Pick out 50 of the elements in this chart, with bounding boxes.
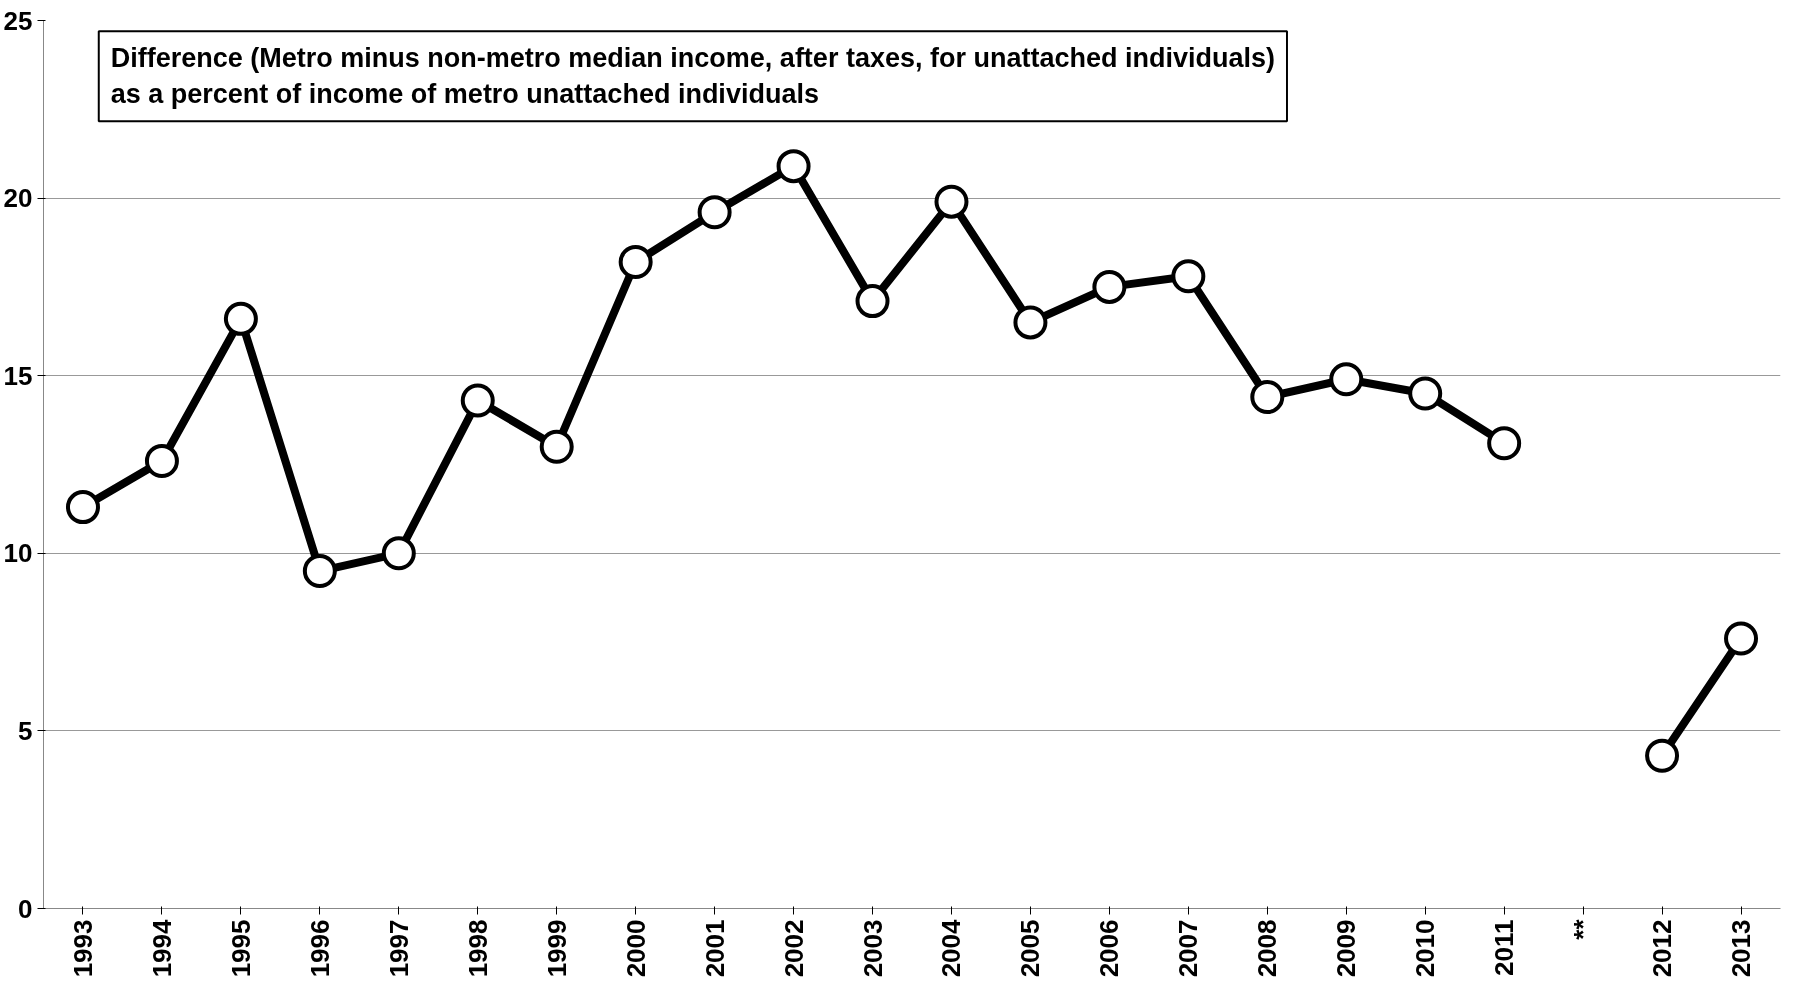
y-tick-label: 15	[3, 360, 33, 391]
x-tick-label: 2004	[936, 918, 967, 978]
x-tick-label: 1997	[383, 919, 414, 978]
point	[223, 301, 258, 336]
x-tick-label: 1995	[225, 919, 256, 978]
point	[1329, 362, 1364, 397]
point	[855, 284, 890, 319]
point	[1645, 738, 1680, 773]
x-tick-label: 1996	[304, 919, 335, 978]
point	[539, 429, 574, 464]
point	[381, 536, 416, 571]
x-tick-label: 2007	[1173, 919, 1204, 978]
y-tick-label: 0	[18, 893, 33, 924]
x-tick-label: 2012	[1647, 919, 1678, 978]
x-tick-label: 1998	[462, 919, 493, 978]
x-tick-label: 2005	[1015, 919, 1046, 978]
x-tick-label: 1999	[541, 919, 572, 978]
x-tick-label: 1993	[67, 919, 98, 978]
point	[65, 490, 100, 525]
point	[144, 443, 179, 478]
point	[460, 383, 495, 418]
x-tick-label: 1994	[146, 918, 177, 978]
x-tick-label: 2001	[699, 919, 730, 978]
x-tick-label: 2003	[857, 919, 888, 978]
point	[1724, 621, 1759, 656]
point	[1250, 380, 1285, 414]
point	[1092, 269, 1127, 304]
x-tick-label: 2008	[1252, 919, 1283, 978]
point	[776, 149, 811, 184]
x-tick-label: 2006	[1094, 919, 1125, 978]
point	[1487, 426, 1522, 461]
point	[1171, 259, 1206, 294]
point	[1408, 376, 1443, 411]
y-tick-label: 20	[3, 183, 33, 214]
x-tick-label: 2010	[1410, 919, 1441, 978]
x-tick-label: 2000	[620, 919, 651, 978]
point	[302, 554, 337, 589]
x-tick-label: 2009	[1331, 919, 1362, 978]
point	[697, 195, 732, 230]
point	[618, 245, 653, 280]
point	[934, 184, 969, 219]
x-tick-label: 2013	[1726, 919, 1757, 978]
y-tick-label: 10	[3, 538, 33, 569]
x-tick-label: 2011	[1489, 919, 1520, 976]
x-tick-label: 2002	[778, 919, 809, 978]
y-tick-label: 5	[18, 715, 33, 746]
text: Difference (Metro minus non-metro median income, after taxes, for unattached individuals) as a percent of income of metro unattached individuals	[110, 43, 1275, 110]
y-tick-label: 25	[3, 5, 33, 36]
x-tick-label: **	[1568, 918, 1599, 940]
point	[1013, 305, 1048, 340]
